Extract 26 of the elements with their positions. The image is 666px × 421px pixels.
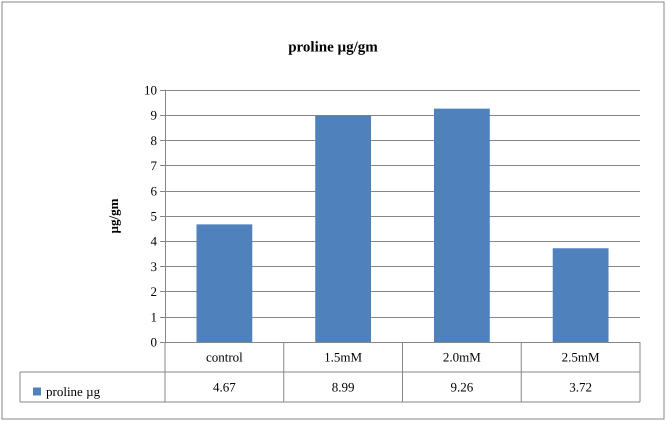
chart-title: proline µg/gm [288,40,378,56]
y-axis-title: µg/gm [106,198,121,234]
x-tick-label: 2.5mM [562,350,600,364]
x-tick-label: 1.5mM [324,350,363,364]
y-tick-label: 0 [150,334,157,350]
y-tick-label: 5 [150,208,157,224]
y-tick-label: 7 [150,158,158,174]
y-tick-label: 3 [150,258,157,274]
y-tick-label: 1 [150,309,157,324]
y-tick-label: 9 [150,108,157,123]
y-tick-label: 6 [150,183,158,198]
y-tick-label: 2 [150,284,157,300]
bar [315,115,372,342]
data-label: 3.72 [569,380,592,394]
x-tick-label: control [206,350,244,364]
y-tick-label: 8 [150,132,157,148]
bar [552,248,609,342]
bar [196,224,252,342]
bar [434,108,490,342]
data-label: 4.67 [213,380,236,394]
legend-label: proline µg [46,384,101,399]
x-tick-label: 2.0mM [442,350,482,364]
data-label: 9.26 [450,380,474,394]
y-tick-label: 4 [150,234,158,249]
y-tick-label: 10 [144,82,157,98]
data-label: 8.99 [332,380,354,394]
